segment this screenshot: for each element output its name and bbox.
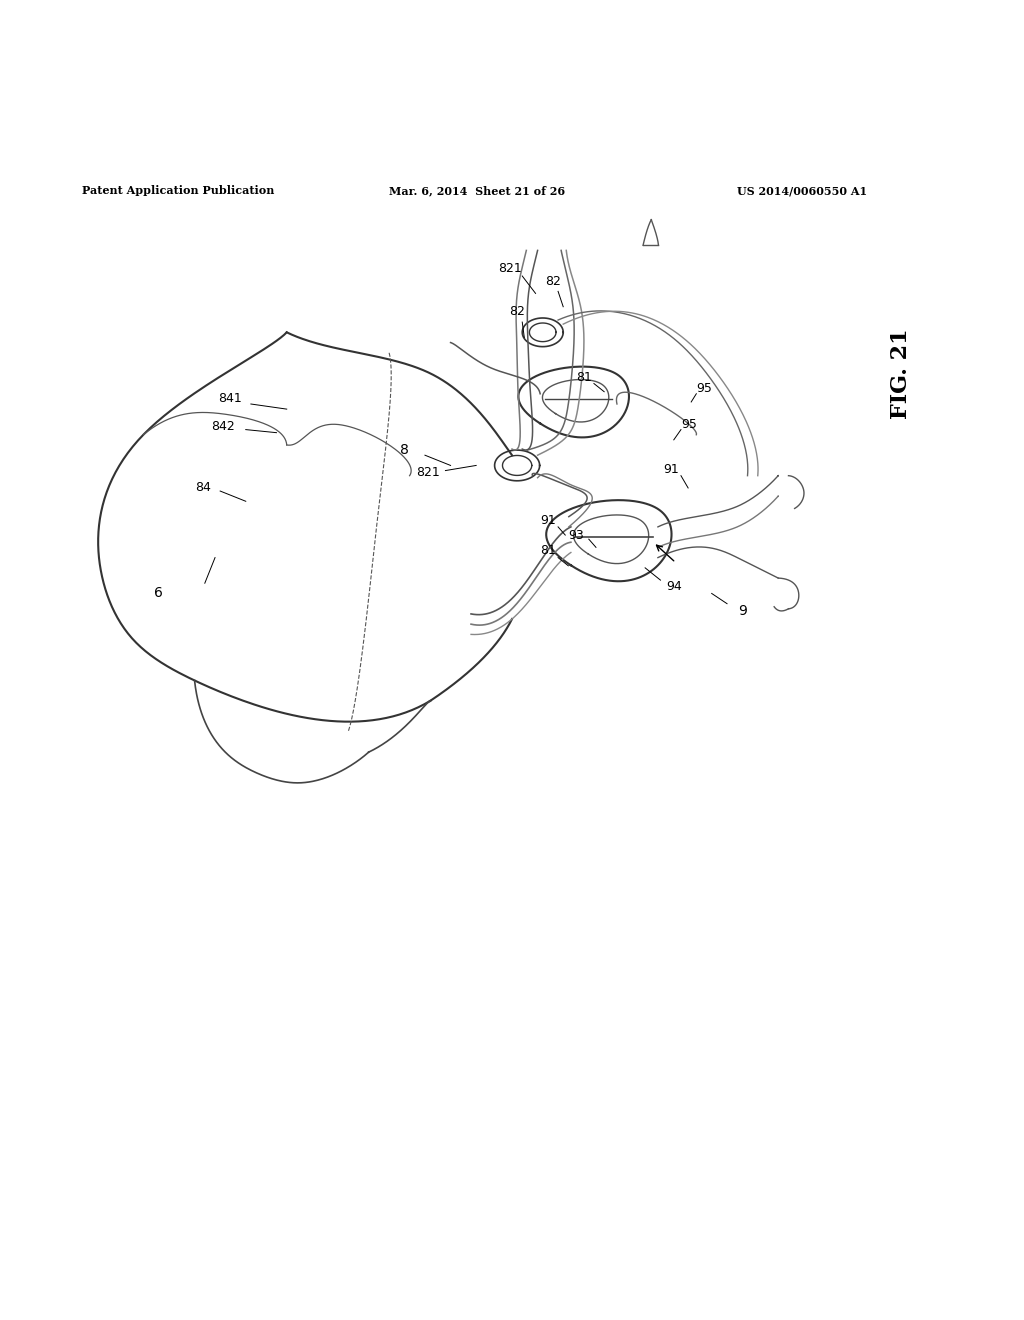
- Text: 8: 8: [400, 444, 409, 457]
- Text: 91: 91: [663, 463, 679, 477]
- Text: 93: 93: [568, 528, 585, 541]
- Text: 82: 82: [545, 275, 561, 288]
- Text: Patent Application Publication: Patent Application Publication: [82, 185, 274, 197]
- Text: 842: 842: [211, 420, 236, 433]
- Text: 81: 81: [575, 371, 592, 384]
- Text: 82: 82: [509, 305, 525, 318]
- Text: 95: 95: [681, 418, 697, 430]
- Text: 841: 841: [218, 392, 243, 405]
- Text: 821: 821: [416, 466, 440, 479]
- Text: US 2014/0060550 A1: US 2014/0060550 A1: [737, 185, 867, 197]
- Text: 821: 821: [498, 263, 522, 276]
- Text: 95: 95: [696, 383, 713, 395]
- Text: 91: 91: [540, 515, 556, 527]
- Text: 81: 81: [540, 544, 556, 557]
- Text: FIG. 21: FIG. 21: [890, 327, 912, 418]
- Text: 6: 6: [155, 586, 163, 601]
- Text: 9: 9: [738, 603, 746, 618]
- Text: 94: 94: [666, 579, 682, 593]
- Text: Mar. 6, 2014  Sheet 21 of 26: Mar. 6, 2014 Sheet 21 of 26: [389, 185, 565, 197]
- Text: 84: 84: [195, 482, 211, 495]
